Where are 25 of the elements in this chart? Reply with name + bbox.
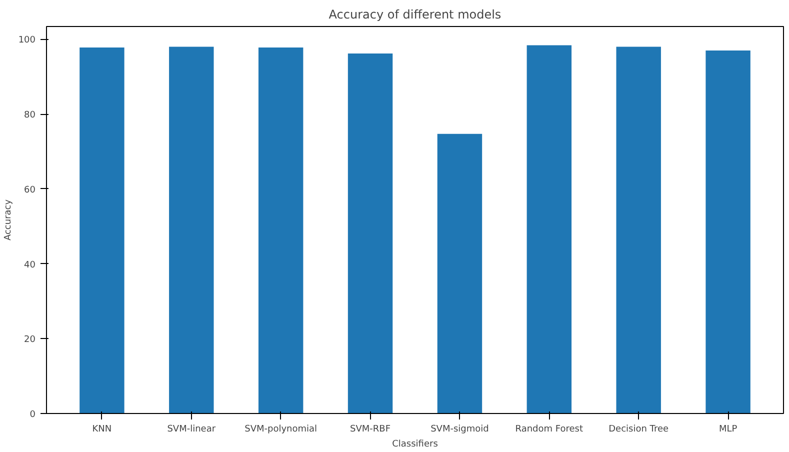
x-tick-label: SVM-RBF [350,424,391,434]
x-tick-label: SVM-linear [167,424,216,434]
y-tick-label: 80 [24,110,36,121]
bar [526,45,572,414]
bar [616,46,661,414]
bar [348,53,393,414]
x-tick-label: SVM-sigmoid [430,424,489,434]
y-tick-label: 0 [30,410,36,420]
chart-title: Accuracy of different models [328,8,502,22]
bar [258,47,304,414]
bar [437,134,482,414]
x-tick-label: KNN [92,424,112,434]
y-tick-label: 40 [24,260,36,270]
bar [169,46,214,414]
y-tick-label: 20 [24,335,36,346]
y-tick-label: 100 [18,36,36,46]
x-tick-label: Random Forest [515,424,584,434]
bar [80,47,124,414]
y-tick-label: 60 [24,185,36,196]
bar [706,50,750,414]
x-tick-label: SVM-polynomial [244,424,318,434]
x-tick-label: MLP [718,424,738,434]
y-axis-title: Accuracy [3,198,14,241]
x-tick-label: Decision Tree [608,424,670,434]
x-axis-title: Classifiers [392,440,438,450]
